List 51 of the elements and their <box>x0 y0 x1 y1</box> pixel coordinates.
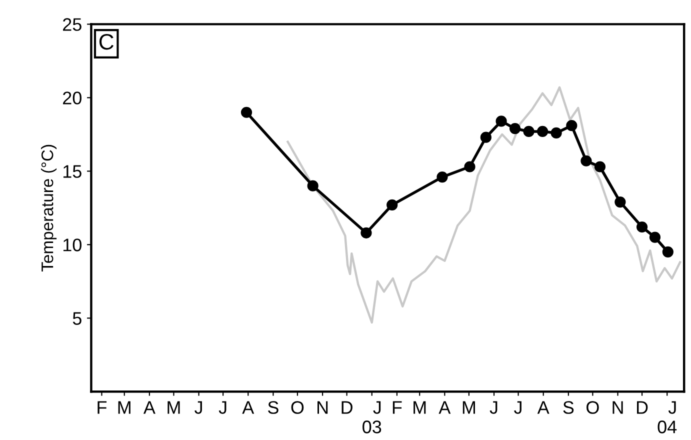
x-tick-label: J 03 <box>362 401 382 434</box>
y-tick-label: 5 <box>72 312 82 325</box>
x-tick-label: J <box>194 401 202 414</box>
point <box>649 232 661 243</box>
point <box>523 126 534 138</box>
x-tick-label: N <box>612 401 623 414</box>
point <box>566 120 578 132</box>
point <box>662 246 674 258</box>
point <box>464 161 476 172</box>
x-tick-label: A <box>242 401 254 414</box>
x-tick-label: J <box>514 401 522 414</box>
point <box>536 126 548 138</box>
x-tick-label: M <box>168 401 180 414</box>
point <box>614 196 626 208</box>
line-series <box>286 86 682 324</box>
annotation: C <box>99 34 114 50</box>
point <box>436 171 448 183</box>
point <box>509 122 521 134</box>
x-tick-label: O <box>586 401 599 414</box>
x-tick-label: A <box>438 401 451 414</box>
point <box>496 116 507 127</box>
y-tick-label: 15 <box>63 165 82 178</box>
point <box>386 199 398 211</box>
x-tick-label: J <box>218 401 226 414</box>
point <box>480 132 492 143</box>
y-tick-label: 20 <box>63 92 82 104</box>
x-tick-label: J <box>490 401 498 414</box>
x-tick-label: D <box>342 401 352 414</box>
x-tick-label: D <box>636 401 648 414</box>
x-tick-label: M <box>414 401 426 414</box>
point <box>360 227 372 238</box>
point <box>580 155 592 166</box>
x-tick-label: S <box>268 401 278 414</box>
x-tick-label: M <box>118 401 130 414</box>
x-tick-label: O <box>291 401 304 414</box>
y-tick-label: 10 <box>63 238 82 252</box>
x-tick-label: J 04 <box>658 401 677 434</box>
y-axis-title: Temperature (°C) <box>41 144 57 272</box>
y-tick-label: 25 <box>63 18 82 31</box>
point <box>307 180 318 192</box>
x-tick-label: A <box>143 401 156 414</box>
x-tick-label: F <box>392 401 402 414</box>
x-tick-label: F <box>98 401 107 414</box>
x-tick-label: N <box>318 401 328 414</box>
point <box>240 106 252 118</box>
x-tick-label: A <box>537 401 550 414</box>
point <box>594 161 606 172</box>
point <box>550 127 562 139</box>
x-tick-label: M <box>462 401 475 414</box>
point <box>636 221 648 233</box>
x-tick-label: S <box>563 401 574 414</box>
